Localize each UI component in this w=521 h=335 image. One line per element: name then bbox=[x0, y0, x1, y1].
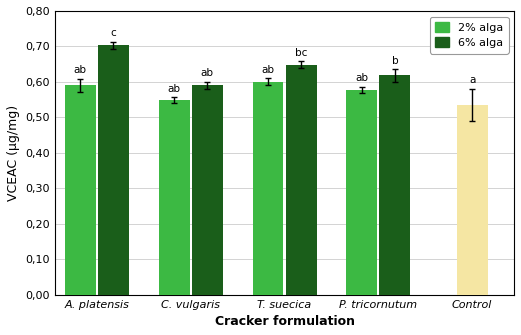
Text: ab: ab bbox=[355, 73, 368, 83]
Bar bbox=[457, 105, 488, 295]
Text: b: b bbox=[392, 56, 398, 66]
Text: ab: ab bbox=[74, 65, 87, 75]
Bar bbox=[253, 82, 283, 295]
Bar bbox=[379, 75, 411, 295]
Legend: 2% alga, 6% alga: 2% alga, 6% alga bbox=[430, 16, 508, 54]
Text: ab: ab bbox=[262, 65, 275, 75]
Text: bc: bc bbox=[295, 48, 307, 58]
Bar bbox=[65, 85, 96, 295]
Bar bbox=[98, 45, 129, 295]
Bar bbox=[192, 85, 222, 295]
Text: ab: ab bbox=[168, 84, 181, 94]
X-axis label: Cracker formulation: Cracker formulation bbox=[215, 315, 354, 328]
Bar bbox=[159, 100, 190, 295]
Bar bbox=[286, 65, 317, 295]
Text: ab: ab bbox=[201, 68, 214, 78]
Y-axis label: VCEAC (µg/mg): VCEAC (µg/mg) bbox=[7, 105, 20, 201]
Text: c: c bbox=[110, 28, 116, 38]
Text: a: a bbox=[469, 75, 475, 85]
Bar bbox=[346, 90, 377, 295]
